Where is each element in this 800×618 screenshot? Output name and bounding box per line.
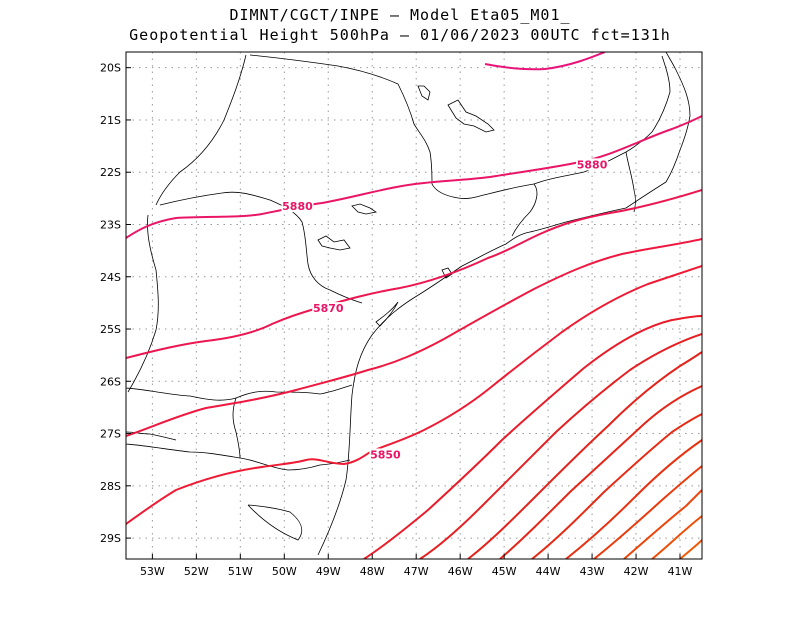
lon-tick-label: 43W [580,565,605,578]
boundary-line [127,214,159,393]
boundary-line [126,384,353,401]
boundary-line [155,54,247,206]
contour-label: 5870 [313,302,344,315]
lat-tick-label: 22S [100,166,121,179]
height-contour-line [679,539,702,559]
lon-tick-label: 41W [668,565,693,578]
map-area [126,52,702,559]
lon-tick-label: 42W [624,565,649,578]
lat-tick-label: 20S [100,62,121,75]
lon-tick-label: 47W [404,565,429,578]
boundary-line [249,54,489,199]
coastlines-and-borders [126,52,691,556]
lake-outline [375,301,399,327]
map-frame [125,51,703,560]
graticule [126,52,702,559]
lon-tick-label: 52W [184,565,209,578]
boundary-line [126,443,351,471]
lat-tick-label: 23S [100,218,121,231]
height-contour-line [499,385,702,559]
height-contour-line [467,351,702,559]
boundary-line [247,504,303,541]
contour-label-background [576,158,609,171]
height-contour-line [565,439,702,559]
height-contour-line [651,515,702,559]
map-title-line-2: Geopotential Height 500hPa – 01/06/2023 … [129,26,671,44]
lat-tick-label: 24S [100,271,121,284]
boundary-line [159,191,363,304]
height-contour-line [126,265,702,525]
height-contour-line [126,115,702,239]
height-contour-line [623,489,702,559]
lon-tick-label: 46W [448,565,473,578]
height-contours [126,52,702,559]
boundary-line [533,55,671,185]
height-contour-line [126,189,702,359]
contour-label: 5880 [577,158,608,171]
height-contour-line [126,238,702,437]
lat-tick-label: 21S [100,114,121,127]
boundary-line [126,431,177,441]
lon-tick-label: 44W [536,565,561,578]
map-title-line-1: DIMNT/CGCT/INPE – Model Eta05_M01_ [229,6,571,24]
lat-tick-label: 27S [100,428,121,441]
contour-label: 5850 [370,448,401,461]
longitude-axis: 53W 52W 51W 50W 49W 48W 47W 46W 45W 44W 43W 42W 41W [140,554,693,578]
height-contour-line [593,465,702,559]
height-contour-line [419,333,702,559]
boundary-line [317,52,691,556]
lon-tick-label: 49W [316,565,341,578]
lat-tick-label: 28S [100,480,121,493]
height-contour-line [484,52,606,71]
height-contour-line [531,413,702,559]
latitude-axis: 20S 21S 22S 23S 24S 25S 26S 27S 28S 29S [100,62,131,545]
lake-outline [317,235,351,251]
boundary-line [625,151,636,213]
boundary-line [232,397,241,459]
lat-tick-label: 26S [100,375,121,388]
lon-tick-label: 53W [140,565,165,578]
contour-label-background [312,302,345,315]
lat-tick-label: 25S [100,323,121,336]
contour-label-background [369,448,402,461]
contour-label: 5880 [282,200,313,213]
lat-tick-label: 29S [100,532,121,545]
lon-tick-label: 50W [272,565,297,578]
boundary-line [487,183,538,237]
lon-tick-label: 45W [492,565,517,578]
lon-tick-label: 51W [228,565,253,578]
contour-label-background [281,200,314,213]
lake-outline [447,99,495,133]
lake-outline [351,203,378,215]
contour-labels: 5880 5880 5870 5850 [281,158,609,461]
height-contour-line [363,315,702,559]
lon-tick-label: 48W [360,565,385,578]
lake-outline [417,85,431,101]
